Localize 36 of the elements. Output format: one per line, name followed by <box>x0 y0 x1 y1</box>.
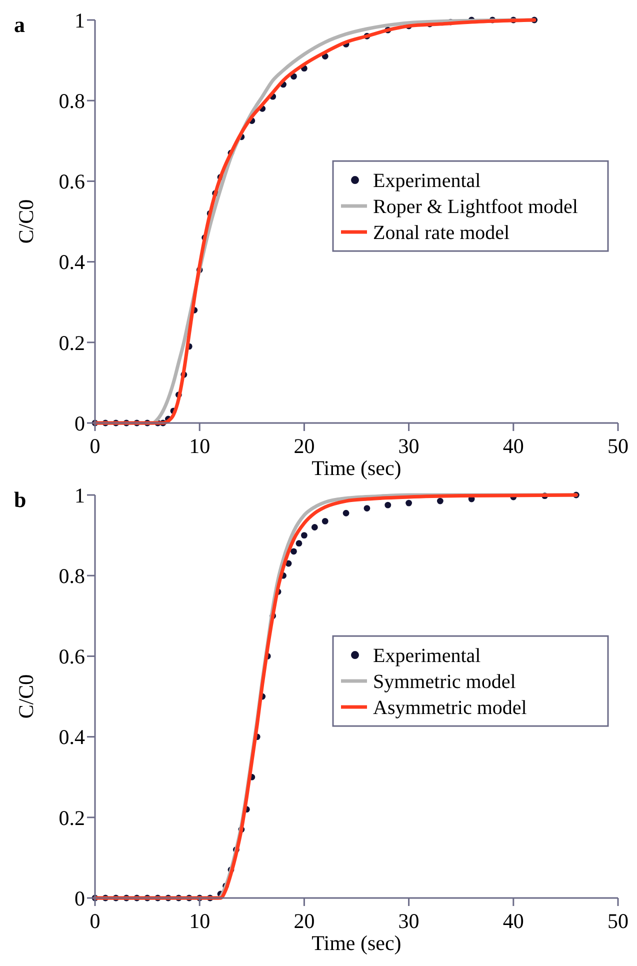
x-tick-label: 30 <box>398 434 420 458</box>
legend-label: Experimental <box>373 645 482 668</box>
x-tick-label: 20 <box>294 434 315 458</box>
y-axis-title: C/C0 <box>14 674 38 719</box>
y-tick-label: 0.6 <box>58 644 85 669</box>
legend-label: Experimental <box>373 170 482 192</box>
legend-label: Roper & Lightfoot model <box>373 196 578 218</box>
y-axis-title: C/C0 <box>14 199 38 244</box>
legend-label: Zonal rate model <box>373 222 510 244</box>
x-axis-title: Time (sec) <box>312 456 402 480</box>
y-tick-label: 0 <box>74 411 85 436</box>
y-tick-label: 0.4 <box>58 250 86 274</box>
legend-label: Asymmetric model <box>373 697 528 720</box>
y-tick-label: 1 <box>74 483 85 508</box>
x-axis-title: Time (sec) <box>312 931 402 955</box>
x-tick-label: 10 <box>189 909 210 933</box>
y-tick-label: 0.4 <box>58 725 86 750</box>
y-tick-label: 0 <box>74 886 85 910</box>
text: b <box>14 487 26 512</box>
x-tick-label: 0 <box>90 434 100 458</box>
x-tick-label: 10 <box>189 434 210 458</box>
y-tick-label: 1 <box>74 8 85 32</box>
x-tick-label: 50 <box>608 434 628 458</box>
y-tick-label: 0.8 <box>58 564 85 588</box>
x-tick-label: 50 <box>608 909 628 933</box>
legend-label: Symmetric model <box>373 671 516 694</box>
y-tick-label: 0.2 <box>58 330 85 355</box>
y-tick-label: 0.2 <box>58 806 85 830</box>
text: a <box>14 12 25 37</box>
y-tick-label: 0.6 <box>58 170 85 194</box>
y-tick-label: 0.8 <box>58 88 85 113</box>
x-tick-label: 0 <box>90 909 100 933</box>
x-tick-label: 40 <box>502 434 524 458</box>
x-tick-label: 20 <box>294 909 315 933</box>
x-tick-label: 30 <box>398 909 420 933</box>
x-tick-label: 40 <box>502 909 524 933</box>
